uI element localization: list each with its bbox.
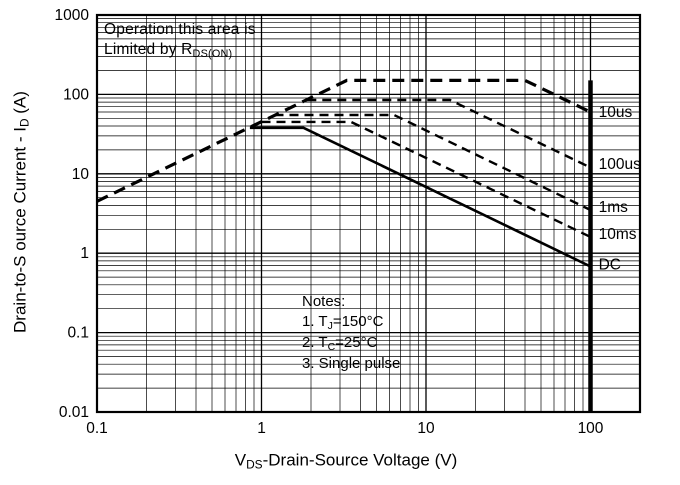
series-pulse-10us <box>96 78 592 203</box>
x-tick-label: 10 <box>417 420 435 437</box>
note-item-3: 3. Single pulse <box>302 355 401 373</box>
series-label-pulse-100us: 100us <box>599 156 641 173</box>
series-pulse-100us <box>307 98 592 169</box>
rdson-annotation: Operation this area is Limited by RDS(ON… <box>104 20 256 62</box>
series-label-dc: DC <box>599 257 621 274</box>
x-tick-label: 100 <box>578 420 604 437</box>
series-dc <box>249 126 592 268</box>
plot-border <box>95 13 642 414</box>
y-tick-label: 100 <box>63 86 89 103</box>
y-tick-label: 0.01 <box>59 404 89 421</box>
series-pulse-1ms <box>274 113 592 212</box>
y-tick-label: 1 <box>80 245 89 262</box>
series-group: 10us 100us 1ms 10ms DC <box>96 78 641 412</box>
rdson-subscript: DS(ON) <box>192 48 233 61</box>
x-tick-label: 0.1 <box>86 420 108 437</box>
annotation-line2: Limited by RDS(ON) <box>104 41 233 61</box>
x-tick-label: 1 <box>257 420 266 437</box>
y-tick-label: 10 <box>72 166 90 183</box>
x-axis-title: VDS-Drain-Source Voltage (V) <box>234 450 458 472</box>
annotation-line1: Operation this area is <box>104 21 256 38</box>
y-tick-label: 1000 <box>55 7 90 24</box>
series-label-pulse-10ms: 10ms <box>599 226 637 243</box>
notes-title: Notes: <box>302 293 346 310</box>
series-label-pulse-10us: 10us <box>599 104 633 121</box>
notes-box: Notes: 1. TJ=150°C 2. TC=25°C 3. Single … <box>302 292 400 375</box>
y-tick-label: 0.1 <box>67 325 89 342</box>
note-item-2: 2. TC=25°C <box>302 334 378 354</box>
note-item-1: 1. TJ=150°C <box>302 313 384 333</box>
y-axis-title: Drain-to-S ource Current - ID (A) <box>10 91 32 333</box>
series-label-pulse-1ms: 1ms <box>599 199 629 216</box>
